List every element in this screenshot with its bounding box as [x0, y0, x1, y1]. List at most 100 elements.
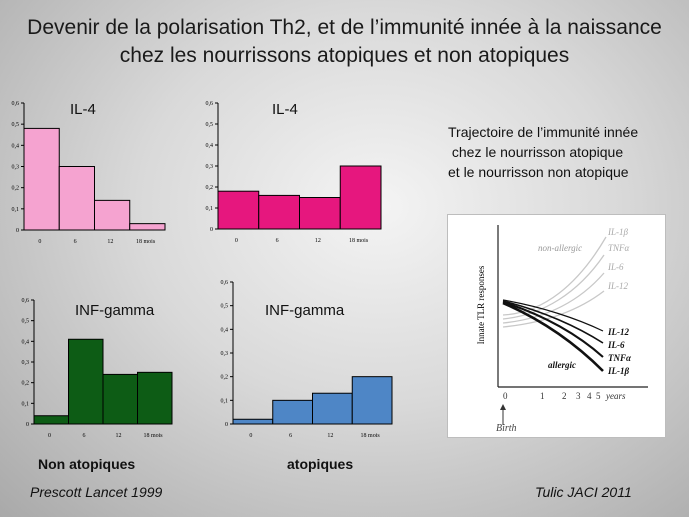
y-tick-label: 0,1	[221, 398, 229, 404]
y-tick-label: 0,3	[221, 351, 229, 357]
y-tick-label: 0,4	[206, 143, 214, 149]
upper-label-0: IL-1β	[607, 227, 628, 237]
x-tick-label: 12	[107, 239, 113, 245]
y-tick-label: 0,1	[206, 206, 214, 212]
atopic-group-label: atopiques	[287, 456, 354, 472]
y-tick-label: 0,6	[22, 298, 30, 304]
x-tick-label: 18 mois	[361, 433, 381, 439]
chart-3-title: INF-gamma	[75, 302, 155, 319]
x-tick-label: 6	[289, 433, 292, 439]
y-tick-label: 0	[210, 227, 213, 233]
bar-1	[58, 166, 95, 231]
trajectory-plot: Innate TLR responses 0 1 2 3 4 5 years B…	[476, 225, 648, 434]
x-tick-label: 18 mois	[136, 239, 156, 245]
bar-0	[23, 127, 60, 231]
upper-label-1: TNFα	[608, 243, 630, 253]
y-tick-label: 0,6	[206, 101, 214, 107]
x-tick-label: 12	[315, 238, 321, 244]
chart-4-title: INF-gamma	[265, 302, 345, 319]
y-tick-label: 0,4	[22, 339, 30, 345]
chart-1-title: IL-4	[70, 101, 96, 118]
birth-label: Birth	[496, 423, 517, 434]
x-tick-label: 12	[116, 433, 122, 439]
x-tick-0: 0	[503, 391, 508, 401]
bar-1	[68, 338, 104, 425]
birth-arrow-head	[500, 404, 506, 410]
title-line-1: Devenir de la polarisation Th2, et de l’…	[27, 16, 662, 39]
x-tick-label: 0	[48, 433, 51, 439]
citation-tulic: Tulic JACI 2011	[535, 484, 632, 500]
y-tick-label: 0,5	[206, 122, 214, 128]
x-tick-label: 18 mois	[143, 433, 163, 439]
bar-1	[272, 399, 313, 425]
x-tick-label: 6	[74, 239, 77, 245]
y-tick-label: 0,1	[12, 207, 20, 213]
bar-2	[102, 373, 138, 425]
y-tick-label: 0,6	[12, 101, 20, 107]
upper-label-2: IL-6	[607, 262, 624, 272]
y-tick-label: 0,4	[12, 143, 20, 149]
bar-3	[351, 376, 393, 425]
y-tick-label: 0,3	[12, 165, 20, 171]
chart-2-title: IL-4	[272, 101, 298, 118]
y-axis-label: Innate TLR responses	[476, 265, 486, 344]
y-tick-label: 0,2	[22, 381, 30, 387]
innate-immunity-trajectory-figure: Innate TLR responses 0 1 2 3 4 5 years B…	[447, 214, 666, 438]
bar-3	[129, 223, 166, 231]
y-tick-label: 0	[26, 422, 29, 428]
citation-prescott: Prescott Lancet 1999	[30, 484, 163, 500]
y-tick-label: 0,6	[221, 280, 229, 286]
x-tick-label: 18 mois	[349, 238, 369, 244]
upper-label-3: IL-12	[607, 281, 628, 291]
bar-3	[137, 371, 173, 425]
y-tick-label: 0	[16, 228, 19, 234]
x-tick-labels: 0 1 2 3 4 5 years	[503, 391, 626, 401]
y-tick-label: 0,4	[221, 327, 229, 333]
x-tick-label: 0	[235, 238, 238, 244]
bar-0	[232, 418, 274, 425]
x-tick-label: 0	[38, 239, 41, 245]
slide-title: Devenir de la polarisation Th2, et de l’…	[0, 14, 689, 70]
bar-2	[312, 392, 353, 425]
x-tick-1: 1	[540, 391, 545, 401]
non-atopic-group-label: Non atopiques	[38, 456, 136, 472]
x-tick-2: 2	[562, 391, 567, 401]
allergic-label: allergic	[548, 360, 576, 370]
non-allergic-label: non-allergic	[538, 243, 582, 253]
y-tick-label: 0,5	[22, 319, 30, 325]
y-tick-label: 0,5	[221, 304, 229, 310]
y-tick-label: 0,2	[206, 185, 214, 191]
lower-label-2: TNFα	[608, 353, 632, 363]
y-tick-label: 0,3	[206, 164, 214, 170]
x-tick-3: 3	[576, 391, 581, 401]
lower-label-3: IL-1β	[607, 366, 629, 376]
y-tick-label: 0	[225, 422, 228, 428]
y-tick-label: 0,2	[221, 375, 229, 381]
x-tick-label: 12	[327, 433, 333, 439]
y-tick-label: 0,1	[22, 401, 30, 407]
y-tick-label: 0,5	[12, 122, 20, 128]
x-tick-4: 4	[587, 391, 592, 401]
non-allergic-curves	[502, 236, 607, 328]
y-tick-label: 0,3	[22, 360, 30, 366]
bar-2	[94, 199, 131, 231]
lower-label-1: IL-6	[607, 340, 625, 350]
title-line-2: chez les nourrissons atopiques et non at…	[119, 44, 570, 67]
upper-cytokine-labels: IL-1β TNFα IL-6 IL-12	[607, 227, 630, 291]
x-tick-label: 6	[83, 433, 86, 439]
allergic-curves	[502, 299, 604, 372]
bar-3	[339, 165, 382, 230]
x-tick-label: 0	[249, 433, 252, 439]
x-axis-label: years	[605, 391, 626, 401]
lower-cytokine-labels: IL-12 IL-6 TNFα IL-1β	[607, 327, 632, 376]
bar-0	[217, 190, 260, 230]
x-tick-5: 5	[596, 391, 601, 401]
y-tick-label: 0,2	[12, 186, 20, 192]
lower-label-0: IL-12	[607, 327, 629, 337]
trajectory-description: Trajectoire de l’immunité innée chez le …	[448, 124, 639, 180]
x-tick-label: 6	[276, 238, 279, 244]
